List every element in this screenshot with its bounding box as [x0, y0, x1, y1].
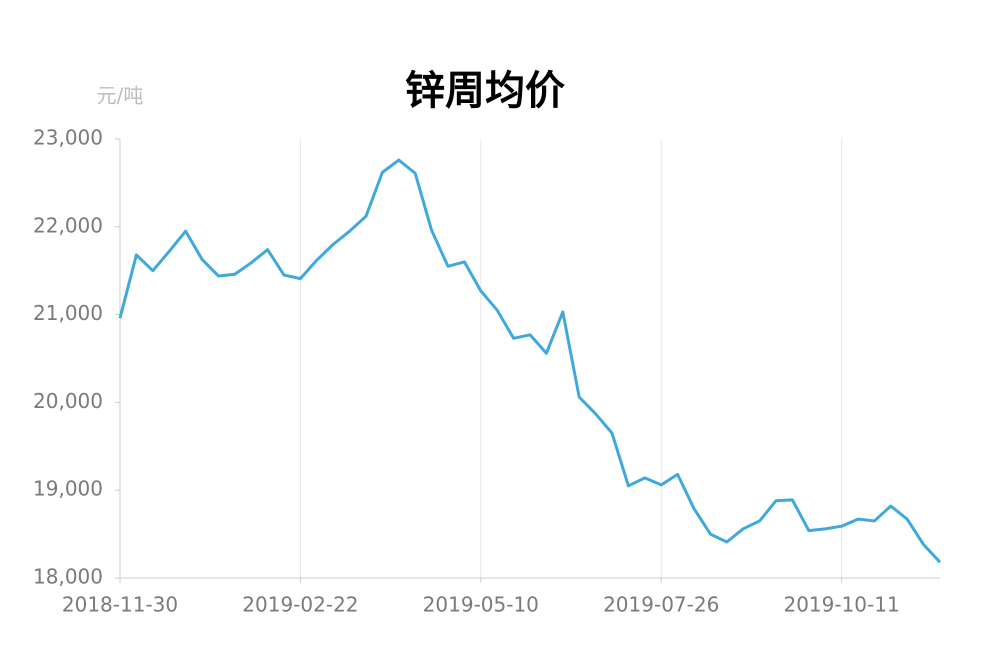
chart-title: 锌周均价 [405, 68, 565, 114]
y-tick-label: 20,000 [33, 389, 103, 413]
x-tick-label: 2019-07-26 [603, 593, 719, 617]
line-series [118, 158, 942, 564]
y-tick-label: 22,000 [33, 213, 103, 237]
x-tick-label: 2019-02-22 [242, 593, 358, 617]
y-tick-label: 21,000 [33, 301, 103, 325]
y-tick-label: 23,000 [33, 126, 103, 150]
x-tick-label: 2019-10-11 [783, 593, 899, 617]
y-unit: 元/吨 [97, 84, 144, 108]
y-tick-label: 19,000 [33, 477, 103, 501]
x-tick-label: 2019-05-10 [423, 593, 539, 617]
x-tick-label: 2018-11-30 [62, 593, 178, 617]
y-tick-label: 18,000 [33, 565, 103, 589]
